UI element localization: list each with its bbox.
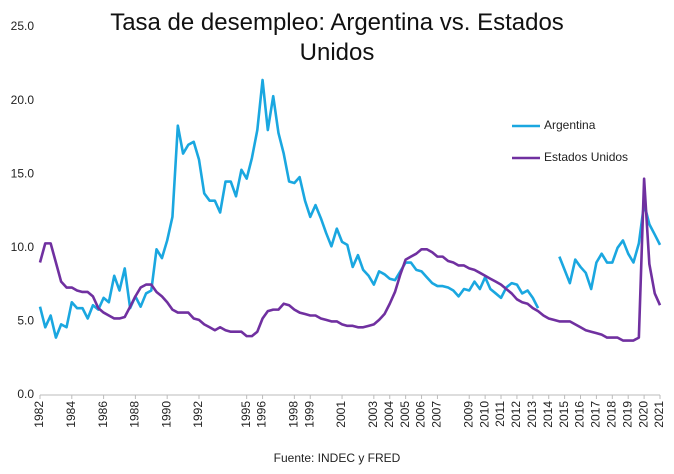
y-tick-label: 10.0 (11, 240, 35, 254)
x-tick-label: 1982 (32, 401, 46, 428)
x-tick-label: 2015 (557, 401, 571, 428)
y-tick-label: 0.0 (17, 387, 34, 401)
x-tick-label: 1998 (287, 401, 301, 428)
x-tick-label: 1992 (191, 401, 205, 428)
x-tick-label: 2004 (382, 401, 396, 428)
source-note: Fuente: INDEC y FRED (274, 451, 401, 465)
x-tick-label: 1999 (302, 401, 316, 428)
x-tick-label: 2001 (334, 401, 348, 428)
x-tick-label: 1984 (64, 401, 78, 428)
x-tick-label: 2005 (398, 401, 412, 428)
x-tick-label: 2007 (430, 401, 444, 428)
x-tick-label: 2016 (573, 401, 587, 428)
x-tick-label: 1990 (159, 401, 173, 428)
x-tick-label: 2011 (493, 401, 507, 427)
x-tick-label: 2003 (366, 401, 380, 428)
x-tick-label: 1995 (239, 401, 253, 428)
y-tick-label: 20.0 (11, 93, 35, 107)
x-tick-label: 2006 (414, 401, 428, 428)
x-tick-label: 2014 (541, 401, 555, 428)
x-tick-label: 2019 (620, 401, 634, 428)
legend-label: Estados Unidos (544, 150, 628, 164)
series-line (38, 177, 662, 342)
x-tick-label: 2012 (509, 401, 523, 428)
legend-label: Argentina (544, 118, 596, 132)
x-tick-label: 2009 (461, 401, 475, 428)
y-tick-label: 15.0 (11, 166, 35, 180)
x-tick-label: 2020 (636, 401, 650, 428)
x-tick-label: 2010 (477, 401, 491, 428)
x-tick-label: 2017 (589, 401, 603, 428)
x-tick-label: 1996 (255, 401, 269, 428)
chart-title: Tasa de desempleo: Argentina vs. Estados… (110, 9, 564, 66)
x-tick-label: 1988 (128, 401, 142, 428)
x-tick-label: 2021 (652, 401, 666, 428)
x-tick-label: 2018 (604, 401, 618, 428)
x-tick-label: 1986 (96, 401, 110, 428)
y-tick-label: 25.0 (11, 19, 35, 33)
x-tick-label: 2013 (525, 401, 539, 428)
y-tick-label: 5.0 (17, 314, 34, 328)
